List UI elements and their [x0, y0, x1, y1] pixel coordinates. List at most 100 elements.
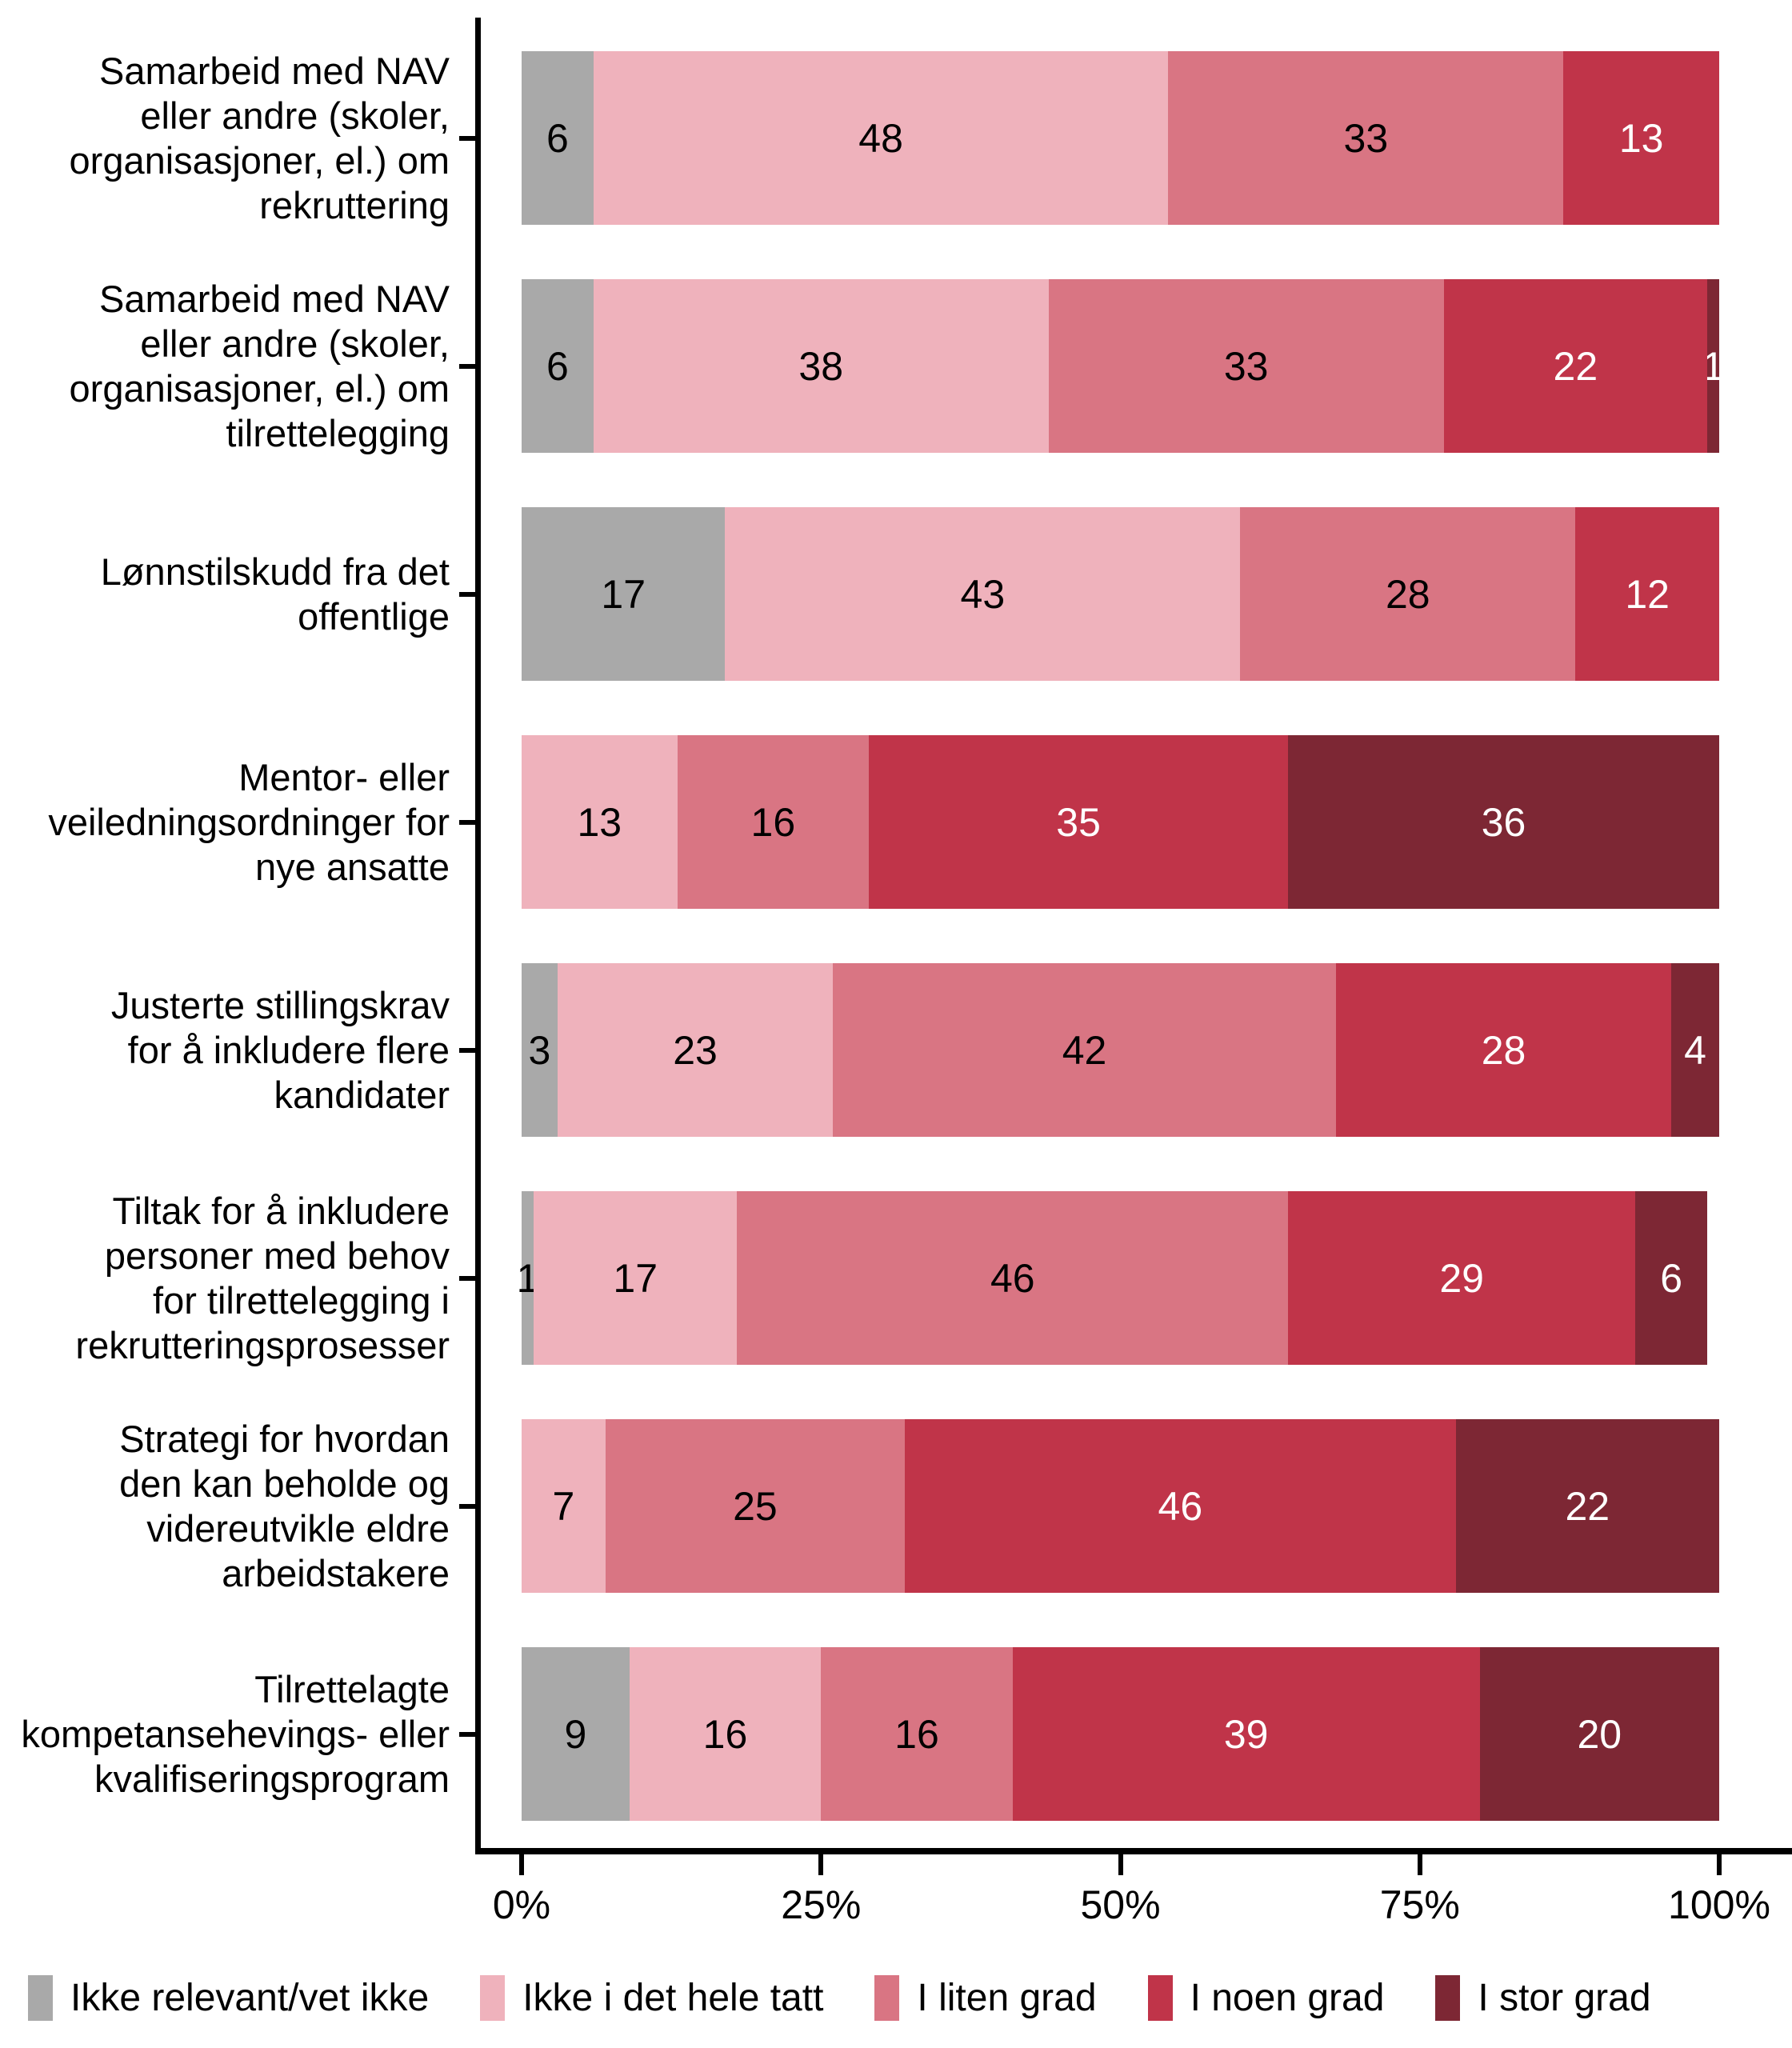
bar-row: Justerte stillingskrav for å inkludere f…: [0, 963, 1792, 1137]
x-axis-tick: [1118, 1854, 1123, 1875]
legend-label: Ikke i det hele tatt: [522, 1976, 824, 2019]
legend-item: I noen grad: [1147, 1974, 1385, 2021]
bar-segment: 33: [1048, 279, 1444, 453]
bar-value-label: 6: [546, 115, 569, 161]
bar-value-label: 33: [1223, 343, 1269, 389]
bar-segment: 1: [517, 1191, 538, 1365]
bar-value-label: 43: [960, 571, 1006, 617]
bar-segment: 16: [629, 1647, 822, 1821]
bar-value-label: 28: [1385, 571, 1430, 617]
bar-row: Strategi for hvordan den kan beholde og …: [0, 1417, 1792, 1594]
stacked-bar: 17 43 28 12: [522, 507, 1719, 681]
bar-value-label: 17: [601, 571, 646, 617]
legend-item: Ikke relevant/vet ikke: [28, 1974, 430, 2021]
bar-segment: 3: [522, 963, 558, 1137]
legend-label: I noen grad: [1190, 1976, 1385, 2019]
x-axis-tick: [1717, 1854, 1722, 1875]
legend: Ikke relevant/vet ikke Ikke i det hele ta…: [28, 1962, 1651, 2034]
bar-segment: 39: [1012, 1647, 1480, 1821]
bar-value-label: 35: [1056, 799, 1101, 845]
bar-value-label: 22: [1565, 1483, 1610, 1529]
bar-value-label: 38: [798, 343, 844, 389]
bar-value-label: 48: [858, 115, 903, 161]
bar-value-label: 4: [1684, 1027, 1706, 1073]
bar-segment: 46: [737, 1191, 1289, 1365]
legend-swatch: [480, 1974, 506, 2021]
bar-segment: 25: [605, 1419, 906, 1593]
bar-value-label: 29: [1439, 1255, 1484, 1301]
bar-segment: 12: [1575, 507, 1719, 681]
category-label: Samarbeid med NAV eller andre (skoler, o…: [69, 277, 450, 454]
category-label: Strategi for hvordan den kan beholde og …: [119, 1417, 450, 1594]
bar-segment: 4: [1671, 963, 1719, 1137]
x-axis-tick-label: 75%: [1379, 1882, 1460, 1927]
bar-segment: 17: [533, 1191, 738, 1365]
bar-row: Tilrettelagte kompetansehevings- eller k…: [0, 1647, 1792, 1821]
bar-value-label: 16: [894, 1711, 939, 1757]
bar-value-label: 1: [1707, 343, 1719, 389]
y-axis-tick: [459, 1275, 475, 1281]
bar-segment: 28: [1335, 963, 1672, 1137]
x-axis-tick-label: 50%: [1080, 1882, 1161, 1927]
bar-value-label: 20: [1577, 1711, 1622, 1757]
bar-row: Samarbeid med NAV eller andre (skoler, o…: [0, 49, 1792, 226]
bar-value-label: 7: [552, 1483, 575, 1529]
legend-swatch: [28, 1974, 53, 2021]
x-axis-tick-label: 0%: [492, 1882, 551, 1927]
legend-label: I stor grad: [1478, 1976, 1651, 2019]
bar-segment: 29: [1288, 1191, 1636, 1365]
stacked-bar: 3 23 42 28 4: [522, 963, 1719, 1137]
bar-value-label: 9: [564, 1711, 587, 1757]
bar-segment: 9: [522, 1647, 630, 1821]
bar-value-label: 13: [1618, 115, 1664, 161]
stacked-bar: 9 16 16 39 20: [522, 1647, 1719, 1821]
bar-segment: 33: [1168, 51, 1564, 225]
x-axis-tick: [818, 1854, 824, 1875]
category-label: Tilrettelagte kompetansehevings- eller k…: [21, 1667, 450, 1800]
bar-segment: 48: [593, 51, 1169, 225]
bar-value-label: 46: [1158, 1483, 1203, 1529]
bar-value-label: 46: [990, 1255, 1035, 1301]
bar-segment: 16: [677, 735, 870, 909]
bar-value-label: 42: [1062, 1027, 1107, 1073]
bar-segment: 46: [905, 1419, 1456, 1593]
stacked-bar: 7 25 46 22: [522, 1419, 1719, 1593]
legend-label: Ikke relevant/vet ikke: [70, 1976, 430, 2019]
legend-item: I stor grad: [1435, 1974, 1651, 2021]
bar-value-label: 12: [1625, 571, 1670, 617]
bar-segment: 6: [522, 279, 594, 453]
bar-segment: 38: [593, 279, 1049, 453]
bar-value-label: 28: [1481, 1027, 1526, 1073]
bar-segment: 16: [821, 1647, 1013, 1821]
bar-row: Mentor- eller veiledningsordninger for n…: [0, 735, 1792, 909]
y-axis-tick: [459, 1503, 475, 1509]
category-label: Mentor- eller veiledningsordninger for n…: [48, 755, 450, 888]
bar-segment: 13: [1563, 51, 1719, 225]
y-axis-line: [475, 18, 481, 1854]
legend-item: Ikke i det hele tatt: [480, 1974, 824, 2021]
bar-value-label: 16: [702, 1711, 748, 1757]
stacked-bar: 1 17 46 29 6: [517, 1191, 1719, 1365]
bar-value-label: 17: [613, 1255, 658, 1301]
bar-value-label: 25: [733, 1483, 778, 1529]
bar-segment: 22: [1443, 279, 1707, 453]
y-axis-tick: [459, 819, 475, 825]
category-label: Tiltak for å inkludere personer med beho…: [75, 1189, 450, 1366]
bar-row: Tiltak for å inkludere personer med beho…: [0, 1189, 1792, 1366]
legend-label: I liten grad: [917, 1976, 1097, 2019]
x-axis-tick: [519, 1854, 524, 1875]
legend-swatch: [1435, 1974, 1461, 2021]
bar-segment: 28: [1240, 507, 1576, 681]
bar-segment: 23: [557, 963, 834, 1137]
bar-value-label: 13: [577, 799, 622, 845]
bar-row: Lønnstilskudd fra det offentlige 17 43 28 12: [0, 507, 1792, 681]
bar-segment: 7: [522, 1419, 606, 1593]
bar-segment: 1: [1707, 279, 1719, 453]
x-axis-tick-label: 100%: [1668, 1882, 1770, 1927]
category-label: Samarbeid med NAV eller andre (skoler, o…: [69, 49, 450, 226]
bar-segment: 35: [869, 735, 1289, 909]
category-label: Lønnstilskudd fra det offentlige: [100, 550, 450, 638]
bar-value-label: 16: [750, 799, 796, 845]
x-axis-tick-label: 25%: [781, 1882, 862, 1927]
